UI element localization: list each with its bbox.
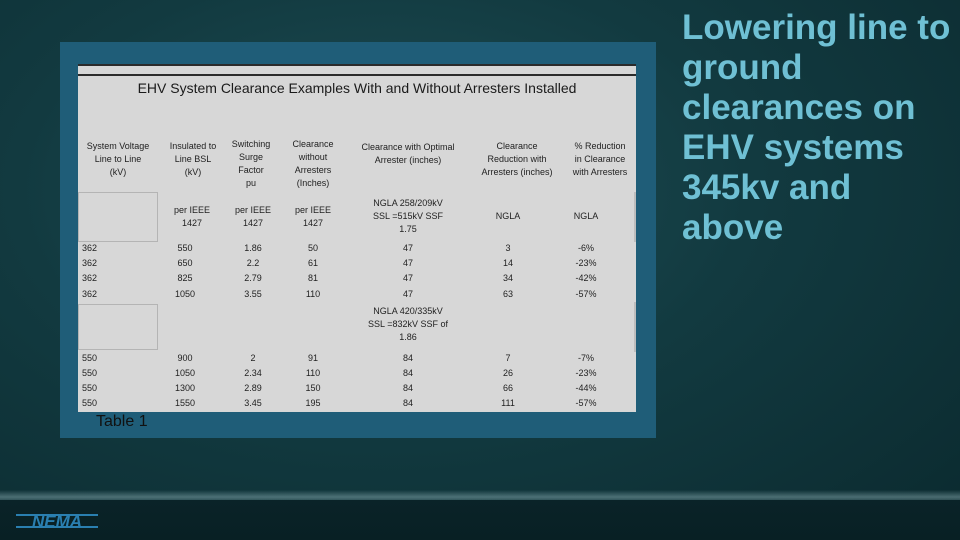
header-cell: Clearance Reduction with Arresters (inch… (481, 140, 553, 177)
table-caption: Table 1 (96, 413, 148, 430)
cell-ssf: 3.55 (244, 288, 262, 299)
cell-bsl: 825 (177, 272, 193, 283)
cell-voltage: 550 (82, 367, 98, 378)
cell-optimal: 84 (402, 352, 413, 363)
cell-reduction: 34 (502, 272, 513, 283)
cell-voltage: 550 (82, 382, 98, 393)
cell-clearance: 61 (307, 257, 318, 268)
cell-bsl: 550 (177, 242, 193, 253)
cell-reduction: 63 (502, 288, 513, 299)
table-top-rule (78, 64, 636, 66)
header-cell: % Reduction in Clearance with Arresters (572, 140, 628, 177)
cell-clearance: 110 (305, 367, 321, 378)
cell-bsl: 1300 (174, 382, 196, 393)
cell-percent: -6% (577, 242, 594, 253)
cell-ssf: 3.45 (244, 397, 262, 408)
cell-clearance: 91 (307, 352, 318, 363)
cell-reduction: 3 (505, 242, 511, 253)
cell-voltage: 362 (82, 272, 98, 283)
subheader-cell: NGLA (495, 210, 521, 221)
cell-voltage: 550 (82, 397, 98, 408)
cell-optimal: 47 (402, 257, 413, 268)
cell-clearance: 110 (305, 288, 321, 299)
subheader-cell: per IEEE 1427 (234, 205, 272, 228)
table-second-rule (78, 74, 636, 76)
logo-text: NEMA (32, 512, 82, 531)
cell-voltage: 362 (82, 242, 98, 253)
column-divider (634, 192, 636, 242)
cell-ssf: 1.86 (244, 242, 262, 253)
header-cell: System Voltage Line to Line (kV) (86, 140, 150, 177)
cell-optimal: 84 (402, 367, 413, 378)
header-cell: Switching Surge Factor pu (231, 139, 271, 188)
cell-clearance: 81 (307, 272, 318, 283)
cell-ssf: 2 (250, 352, 256, 363)
table-title: EHV System Clearance Examples With and W… (137, 80, 577, 96)
cell-bsl: 650 (177, 257, 193, 268)
cell-clearance: 150 (305, 382, 321, 393)
cell-percent: -44% (575, 382, 597, 393)
cell-reduction: 111 (501, 397, 515, 408)
header-cell: Clearance with Optimal Arrester (inches) (361, 142, 455, 165)
cell-optimal: 84 (402, 382, 413, 393)
cell-bsl: 1550 (174, 397, 196, 408)
header-cell: Clearance without Arresters (Inches) (292, 139, 334, 188)
nema-logo: NEMA (16, 512, 98, 531)
header-cell: Insulated to Line BSL (kV) (169, 140, 217, 177)
subheader-box (78, 192, 158, 242)
cell-voltage: 362 (82, 257, 98, 268)
cell-ssf: 2.2 (246, 257, 260, 268)
cell-percent: -23% (575, 257, 597, 268)
cell-optimal: 47 (402, 242, 413, 253)
cell-optimal: 47 (402, 272, 413, 283)
subheader-cell: NGLA (573, 210, 599, 221)
cell-optimal: 84 (402, 397, 413, 408)
cell-voltage: 362 (82, 288, 98, 299)
subheader-box (78, 304, 158, 350)
cell-percent: -23% (575, 367, 597, 378)
cell-ssf: 2.79 (244, 272, 262, 283)
cell-reduction: 66 (502, 382, 513, 393)
cell-clearance: 50 (307, 242, 318, 253)
clearance-table: EHV System Clearance Examples With and W… (78, 64, 636, 412)
cell-ssf: 2.34 (244, 367, 262, 378)
cell-bsl: 1050 (174, 288, 196, 299)
cell-percent: -42% (575, 272, 597, 283)
cell-voltage: 550 (82, 352, 98, 363)
cell-bsl: 900 (177, 352, 193, 363)
cell-reduction: 26 (502, 367, 513, 378)
cell-reduction: 7 (505, 352, 511, 363)
cell-clearance: 195 (305, 397, 321, 408)
cell-percent: -57% (575, 397, 597, 408)
cell-ssf: 2.89 (244, 382, 262, 393)
column-divider (634, 302, 636, 352)
cell-optimal: 47 (402, 288, 413, 299)
slide-heading: Lowering line to ground clearances on EH… (682, 8, 951, 247)
cell-percent: -57% (575, 288, 597, 299)
subheader-cell: per IEEE 1427 (294, 205, 332, 228)
subheader2-cell: NGLA 420/335kV SSL =832kV SSF of 1.86 (368, 305, 448, 342)
footer-band (0, 500, 960, 540)
cell-percent: -7% (577, 352, 594, 363)
subheader-cell: per IEEE 1427 (173, 205, 211, 228)
subheader-cell: NGLA 258/209kV SSL =515kV SSF 1.75 (373, 197, 443, 234)
cell-reduction: 14 (502, 257, 513, 268)
cell-bsl: 1050 (174, 367, 196, 378)
